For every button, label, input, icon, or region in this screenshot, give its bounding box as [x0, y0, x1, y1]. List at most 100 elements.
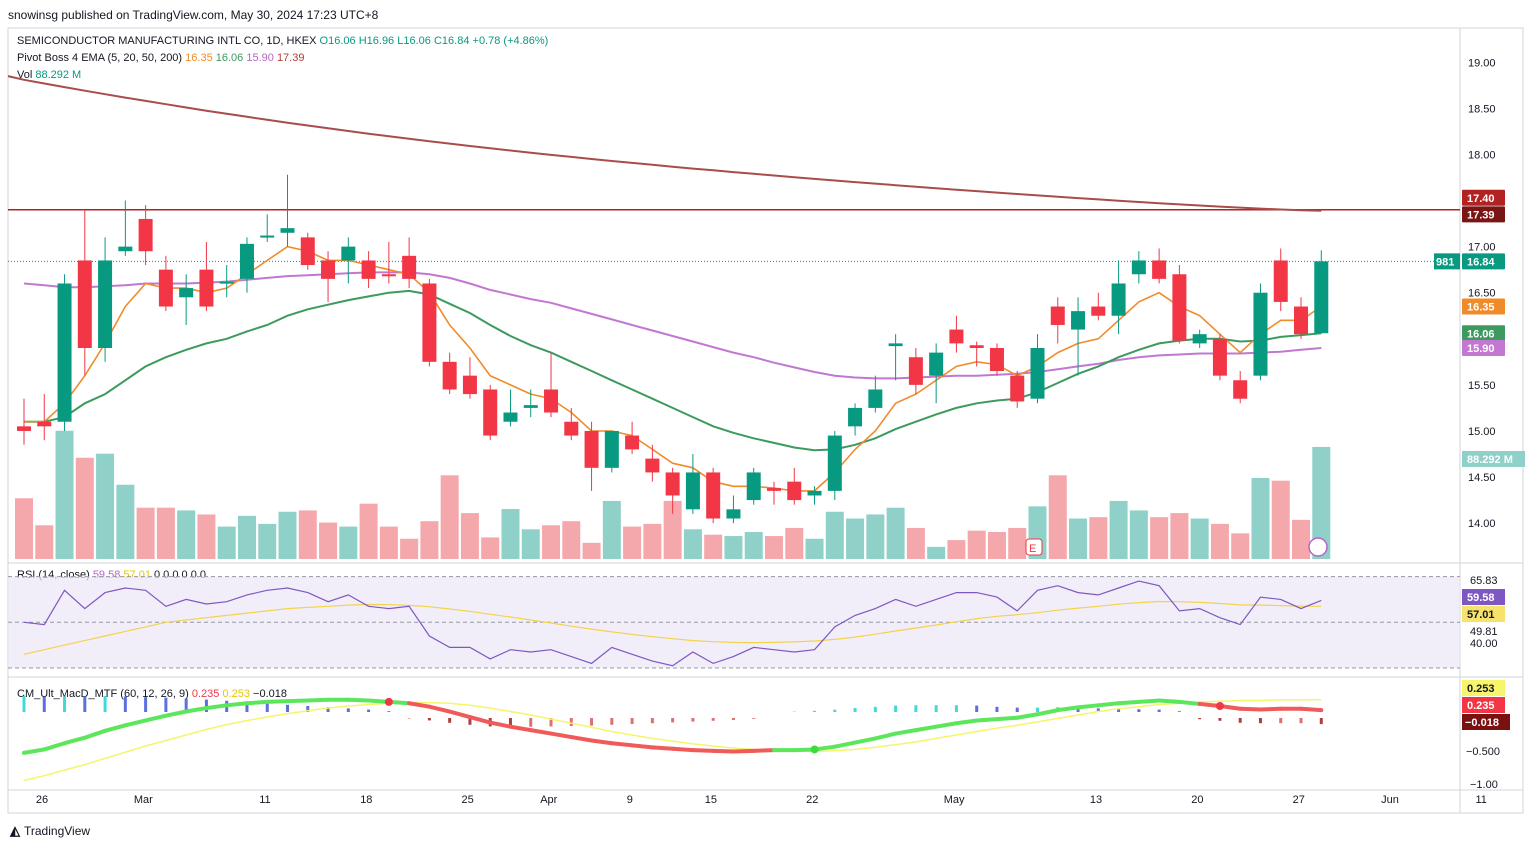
volume-bar	[1089, 517, 1108, 559]
volume-bar	[947, 540, 966, 559]
volume-bar	[663, 500, 682, 559]
volume-bar	[258, 523, 277, 559]
macd-line-segment	[974, 717, 999, 723]
volume-bar	[359, 503, 378, 559]
volume-bar	[1312, 446, 1331, 559]
volume-value: 88.292 M	[35, 69, 82, 81]
countdown-bg	[1434, 253, 1460, 270]
candle-body	[949, 329, 964, 344]
candle-body	[564, 421, 579, 436]
time-axis-label: 26	[36, 794, 48, 806]
candle-body	[544, 389, 559, 413]
volume-bar	[602, 500, 621, 559]
macd-line-segment	[224, 701, 249, 708]
rsi-ma-line	[23, 600, 1322, 655]
symbol-name: SEMICONDUCTOR MANUFACTURING INTL CO, 1D,…	[17, 35, 317, 47]
price-tick-label: 17.00	[1468, 242, 1496, 254]
macd-histogram-bar	[590, 718, 594, 726]
macd-histogram-bar	[1117, 708, 1121, 712]
ema5-line	[24, 245, 1322, 492]
candle-body	[118, 246, 133, 252]
macd-line-segment	[650, 745, 675, 751]
candle-body	[827, 435, 842, 491]
macd-histogram-bar	[691, 718, 695, 722]
volume-bar	[825, 511, 844, 559]
volume-bar	[1190, 518, 1209, 559]
volume-bar	[1150, 517, 1169, 559]
macd-line-segment	[1238, 706, 1263, 712]
ema5-price-label: 16.35	[1467, 302, 1495, 314]
volume-bar	[400, 538, 419, 559]
candle-body	[1233, 380, 1248, 399]
candle-body	[848, 407, 863, 427]
candle-body	[179, 288, 194, 298]
ema200-price-label: 17.39	[1467, 209, 1495, 221]
macd-histogram-bar	[1279, 718, 1283, 724]
publisher-line: snowinsg published on TradingView.com, M…	[8, 8, 379, 22]
macd-line-segment	[346, 697, 371, 703]
volume-bar	[35, 525, 54, 559]
candle-body	[706, 472, 721, 519]
macd-label: CM_Ult_MacD_MTF (60, 12, 26, 9)	[17, 688, 189, 700]
macd-line-segment	[731, 748, 756, 754]
signal-tag-bg	[1462, 680, 1505, 696]
macd-histogram-bar	[1157, 709, 1161, 712]
macd-histogram-bar	[671, 718, 675, 723]
volume-bar	[987, 532, 1006, 559]
macd-line-segment	[488, 720, 513, 729]
candle-body	[199, 269, 214, 307]
ema50-line	[23, 271, 1322, 380]
candle-body	[361, 260, 376, 279]
volume-bar	[1129, 510, 1148, 559]
macd-histogram-bar	[1238, 718, 1242, 723]
macd-histogram-bar	[245, 702, 249, 712]
volume-price-label: 88.292 M	[1467, 454, 1513, 466]
volume-bar	[319, 522, 338, 559]
high-value: H16.96	[358, 35, 395, 47]
candle-body	[462, 375, 477, 395]
footer-brand[interactable]: ◭ TradingView	[10, 823, 90, 839]
macd-histogram-bar	[306, 706, 310, 712]
macd-line-segment	[184, 706, 209, 714]
candle-body	[665, 472, 680, 496]
volume-bar	[501, 509, 520, 559]
macd-histogram-bar	[914, 705, 918, 712]
candle-body	[17, 426, 31, 431]
time-axis-label: 11	[1475, 794, 1486, 806]
candle-body	[1212, 338, 1227, 376]
time-axis-label: 22	[806, 794, 818, 806]
time-axis-label: 9	[627, 794, 633, 806]
macd-histogram-bar	[1258, 718, 1262, 724]
volume-bar	[460, 513, 479, 559]
volume-bar	[1251, 478, 1270, 559]
volume-bar	[15, 498, 33, 559]
ema50-price-label: 15.90	[1467, 343, 1495, 355]
macd-histogram-bar	[367, 709, 371, 712]
candle-body	[726, 509, 741, 519]
ema20-price-label-bg	[1462, 325, 1505, 342]
macd-histogram-bar	[346, 708, 350, 712]
macd-histogram-bar	[934, 705, 938, 712]
macd-header: CM_Ult_MacD_MTF (60, 12, 26, 9) 0.235 0.…	[17, 688, 287, 700]
ema-label: Pivot Boss 4 EMA (5, 20, 50, 200)	[17, 52, 183, 64]
price-tick-label: 15.50	[1468, 380, 1496, 392]
macd-histogram-bar	[144, 697, 148, 712]
macd-line-segment	[163, 709, 189, 718]
volume-bar	[278, 511, 297, 559]
macd-histogram-bar	[853, 708, 857, 712]
volume-bar	[744, 532, 763, 559]
candle-body	[1071, 311, 1086, 330]
macd-histogram-bar	[42, 696, 46, 712]
macd-line-segment	[528, 728, 554, 736]
candle-body	[341, 246, 356, 261]
candle-body	[57, 283, 72, 422]
volume-bar	[298, 510, 317, 559]
price-tick-label: 14.00	[1468, 518, 1496, 530]
ema20-price-label: 16.06	[1467, 328, 1495, 340]
candle-body	[422, 283, 437, 362]
macd-line-segment	[407, 701, 432, 709]
macd-line-segment	[1076, 703, 1101, 710]
macd-line-segment	[42, 741, 67, 752]
candle-body	[300, 237, 315, 266]
